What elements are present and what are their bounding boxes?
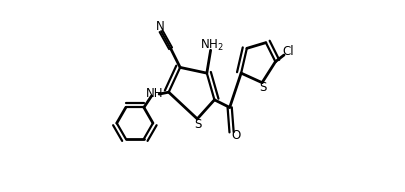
Text: NH$_2$: NH$_2$ bbox=[199, 38, 223, 53]
Text: N: N bbox=[156, 20, 164, 33]
Text: S: S bbox=[194, 118, 201, 131]
Text: NH: NH bbox=[145, 87, 163, 100]
Text: O: O bbox=[231, 129, 241, 142]
Text: S: S bbox=[259, 81, 266, 94]
Text: Cl: Cl bbox=[282, 45, 293, 58]
